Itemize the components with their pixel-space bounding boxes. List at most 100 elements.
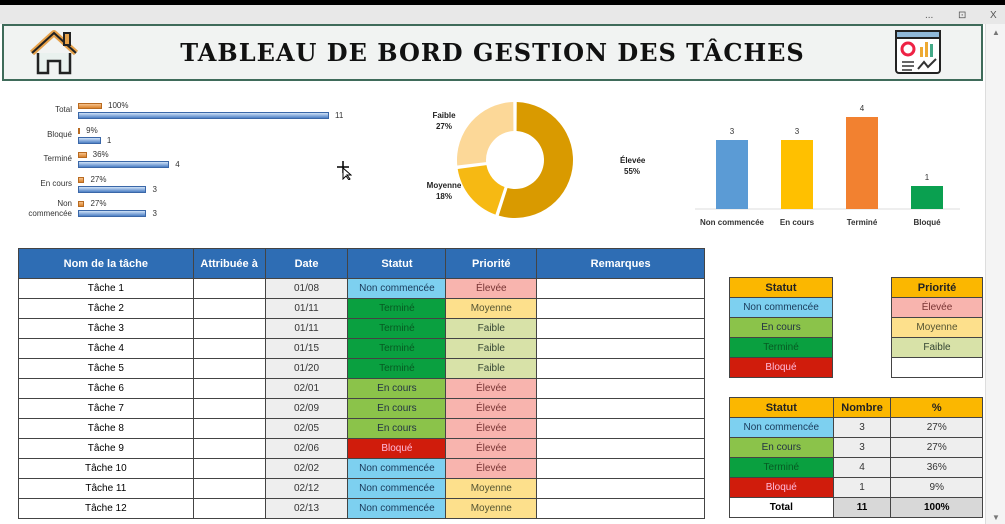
remarks-cell[interactable]	[536, 438, 705, 459]
remarks-cell[interactable]	[536, 318, 705, 339]
date-cell[interactable]: 01/08	[264, 278, 349, 299]
status-cell[interactable]: Terminé	[347, 338, 447, 359]
restore-button[interactable]: ⊡	[958, 10, 967, 21]
assigned-to-cell[interactable]	[192, 418, 266, 439]
priority-cell[interactable]: Faible	[445, 358, 538, 379]
assigned-to-cell[interactable]	[192, 478, 266, 499]
priority-cell[interactable]: Faible	[445, 318, 538, 339]
date-cell[interactable]: 02/06	[264, 438, 349, 459]
assigned-to-cell[interactable]	[192, 358, 266, 379]
status-column-chart: 3 Non commencée 3 En cours 4 Terminé 1 Bloqué	[695, 104, 960, 227]
hbar-count-bar	[78, 185, 147, 193]
status-cell[interactable]: Terminé	[347, 318, 447, 339]
remarks-cell[interactable]	[536, 298, 705, 319]
remarks-cell[interactable]	[536, 478, 705, 499]
donut-pct-label: 18%	[436, 192, 452, 201]
remarks-cell[interactable]	[536, 378, 705, 399]
task-name-cell[interactable]: Tâche 2	[18, 298, 194, 319]
date-cell[interactable]: 02/02	[264, 458, 349, 479]
assigned-to-cell[interactable]	[192, 458, 266, 479]
task-name-cell[interactable]: Tâche 8	[18, 418, 194, 439]
priority-cell[interactable]: Moyenne	[445, 478, 538, 499]
column-category-label: En cours	[780, 218, 815, 227]
assigned-to-cell[interactable]	[192, 318, 266, 339]
task-name-cell[interactable]: Tâche 3	[18, 318, 194, 339]
status-cell[interactable]: Non commencée	[347, 478, 447, 499]
status-cell[interactable]: Non commencée	[347, 498, 447, 519]
close-button[interactable]: X	[990, 10, 997, 21]
task-name-cell[interactable]: Tâche 6	[18, 378, 194, 399]
task-name-cell[interactable]: Tâche 7	[18, 398, 194, 419]
status-cell[interactable]: En cours	[347, 378, 447, 399]
remarks-cell[interactable]	[536, 418, 705, 439]
column-value-label: 3	[795, 127, 800, 136]
assigned-to-cell[interactable]	[192, 338, 266, 359]
task-name-cell[interactable]: Tâche 4	[18, 338, 194, 359]
priority-cell[interactable]: Élevée	[445, 398, 538, 419]
assigned-to-cell[interactable]	[192, 378, 266, 399]
remarks-cell[interactable]	[536, 278, 705, 299]
column-header-task-name[interactable]: Nom de la tâche	[18, 248, 194, 279]
priority-cell[interactable]: Moyenne	[445, 298, 538, 319]
donut-slice-0	[498, 102, 573, 218]
remarks-cell[interactable]	[536, 498, 705, 519]
status-cell[interactable]: Non commencée	[347, 458, 447, 479]
priority-cell[interactable]: Faible	[445, 338, 538, 359]
date-cell[interactable]: 02/01	[264, 378, 349, 399]
hbar-category-label: En cours	[40, 178, 72, 188]
priority-cell[interactable]: Élevée	[445, 278, 538, 299]
assigned-to-cell[interactable]	[192, 278, 266, 299]
column-header-date[interactable]: Date	[264, 248, 349, 279]
summary-total-count: 11	[832, 497, 892, 518]
date-cell[interactable]: 01/11	[264, 318, 349, 339]
assigned-to-cell[interactable]	[192, 438, 266, 459]
remarks-cell[interactable]	[536, 398, 705, 419]
remarks-cell[interactable]	[536, 338, 705, 359]
assigned-to-cell[interactable]	[192, 298, 266, 319]
date-cell[interactable]: 02/05	[264, 418, 349, 439]
column-header-status[interactable]: Statut	[347, 248, 447, 279]
summary-row: En cours 3 27%	[729, 437, 983, 458]
priority-cell[interactable]: Élevée	[445, 378, 538, 399]
status-cell[interactable]: Terminé	[347, 298, 447, 319]
date-cell[interactable]: 02/12	[264, 478, 349, 499]
task-name-cell[interactable]: Tâche 1	[18, 278, 194, 299]
task-name-cell[interactable]: Tâche 9	[18, 438, 194, 459]
date-cell[interactable]: 01/15	[264, 338, 349, 359]
date-cell[interactable]: 01/20	[264, 358, 349, 379]
more-button[interactable]: ...	[925, 10, 934, 21]
home-icon[interactable]	[28, 29, 80, 77]
table-row: Tâche 2 01/11 Terminé Moyenne	[18, 298, 705, 319]
assigned-to-cell[interactable]	[192, 398, 266, 419]
remarks-cell[interactable]	[536, 358, 705, 379]
remarks-cell[interactable]	[536, 458, 705, 479]
date-cell[interactable]: 01/11	[264, 298, 349, 319]
scroll-down-arrow[interactable]: ▼	[992, 513, 1000, 522]
task-name-cell[interactable]: Tâche 5	[18, 358, 194, 379]
status-cell[interactable]: En cours	[347, 398, 447, 419]
summary-total-row: Total 11 100%	[729, 497, 983, 518]
column-header-remarks[interactable]: Remarques	[536, 248, 705, 279]
assigned-to-cell[interactable]	[192, 498, 266, 519]
task-name-cell[interactable]: Tâche 12	[18, 498, 194, 519]
status-cell[interactable]: En cours	[347, 418, 447, 439]
status-cell[interactable]: Non commencée	[347, 278, 447, 299]
scroll-up-arrow[interactable]: ▲	[992, 28, 1000, 37]
task-name-cell[interactable]: Tâche 10	[18, 458, 194, 479]
hbar-count-bar	[78, 112, 329, 119]
date-cell[interactable]: 02/09	[264, 398, 349, 419]
priority-cell[interactable]: Élevée	[445, 418, 538, 439]
column-header-priority[interactable]: Priorité	[445, 248, 538, 279]
hbar-count-bar	[78, 210, 147, 217]
task-name-cell[interactable]: Tâche 11	[18, 478, 194, 499]
priority-cell[interactable]: Moyenne	[445, 498, 538, 519]
column-header-assigned-to[interactable]: Attribuée à	[192, 248, 266, 279]
status-cell[interactable]: Bloqué	[347, 438, 447, 459]
status-cell[interactable]: Terminé	[347, 358, 447, 379]
priority-cell[interactable]: Élevée	[445, 438, 538, 459]
donut-category-label: Élevée	[620, 156, 646, 165]
table-row: Tâche 5 01/20 Terminé Faible	[18, 358, 705, 379]
date-cell[interactable]: 02/13	[264, 498, 349, 519]
vertical-scrollbar[interactable]: ▲ ▼	[985, 24, 1005, 524]
priority-cell[interactable]: Élevée	[445, 458, 538, 479]
